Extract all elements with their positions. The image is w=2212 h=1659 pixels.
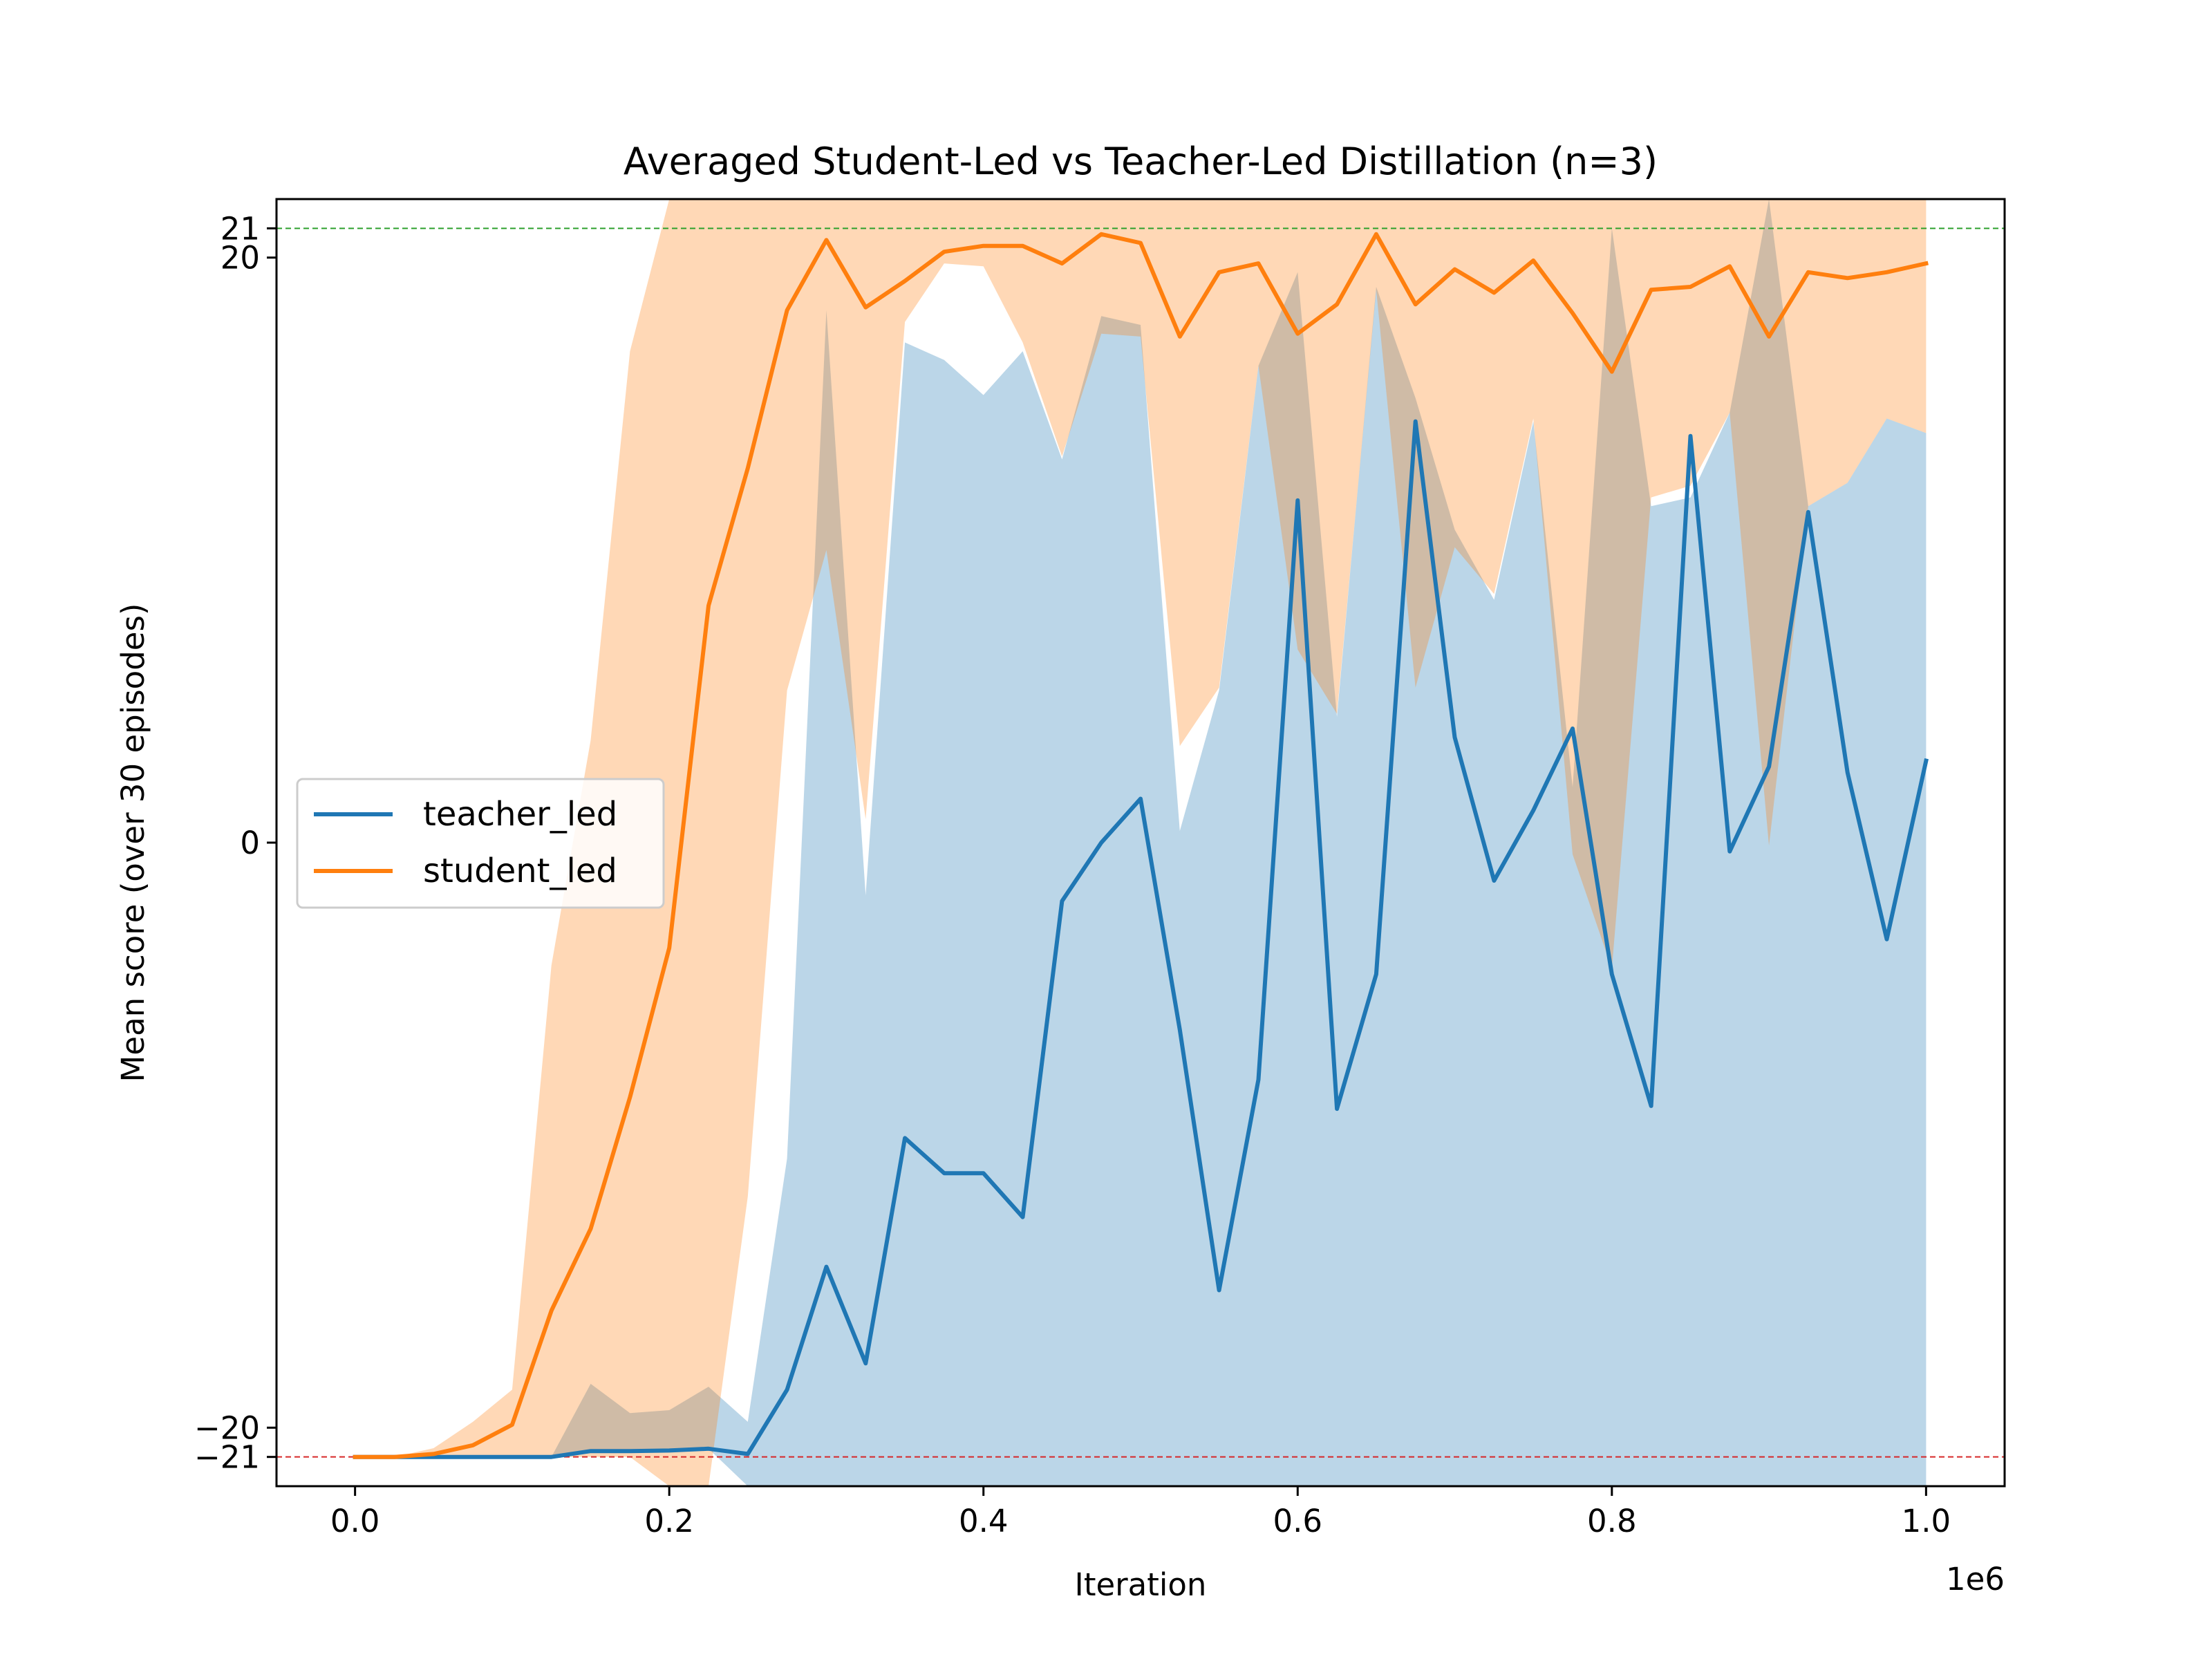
legend-label-student-led: student_led [423, 852, 617, 890]
x-axis-label: Iteration [1075, 1566, 1207, 1603]
series-line-teacher-led [353, 419, 1929, 1459]
legend-frame [296, 778, 665, 909]
y-axis-label: Mean score (over 30 episodes) [115, 603, 151, 1082]
legend: teacher_led student_led [296, 778, 665, 909]
x-axis-ticks: 0.0 0.2 0.4 0.6 0.8 1.0 [330, 1486, 1951, 1539]
y-tick-label: 21 [221, 210, 260, 247]
chart-title: Averaged Student-Led vs Teacher-Led Dist… [624, 140, 1658, 183]
x-tick-label: 0.6 [1273, 1503, 1322, 1539]
x-tick-label: 0.4 [959, 1503, 1009, 1539]
x-tick-label: 1.0 [1902, 1503, 1951, 1539]
band-student-led [355, 199, 1927, 1486]
x-tick-label: 0.0 [330, 1503, 380, 1539]
x-tick-label: 0.8 [1587, 1503, 1637, 1539]
y-tick-label: 0 [240, 825, 260, 861]
y-tick-label: −20 [194, 1409, 260, 1446]
x-tick-label: 0.2 [644, 1503, 694, 1539]
confidence-bands [355, 199, 1927, 1486]
series-line-student-led [353, 232, 1929, 1459]
y-tick-label: 20 [221, 240, 260, 276]
y-tick-label: −21 [194, 1439, 260, 1476]
band-teacher-led [355, 199, 1927, 1486]
x-axis-offset-text: 1e6 [1946, 1561, 2005, 1597]
legend-label-teacher-led: teacher_led [423, 795, 617, 834]
series-lines [353, 232, 1929, 1459]
